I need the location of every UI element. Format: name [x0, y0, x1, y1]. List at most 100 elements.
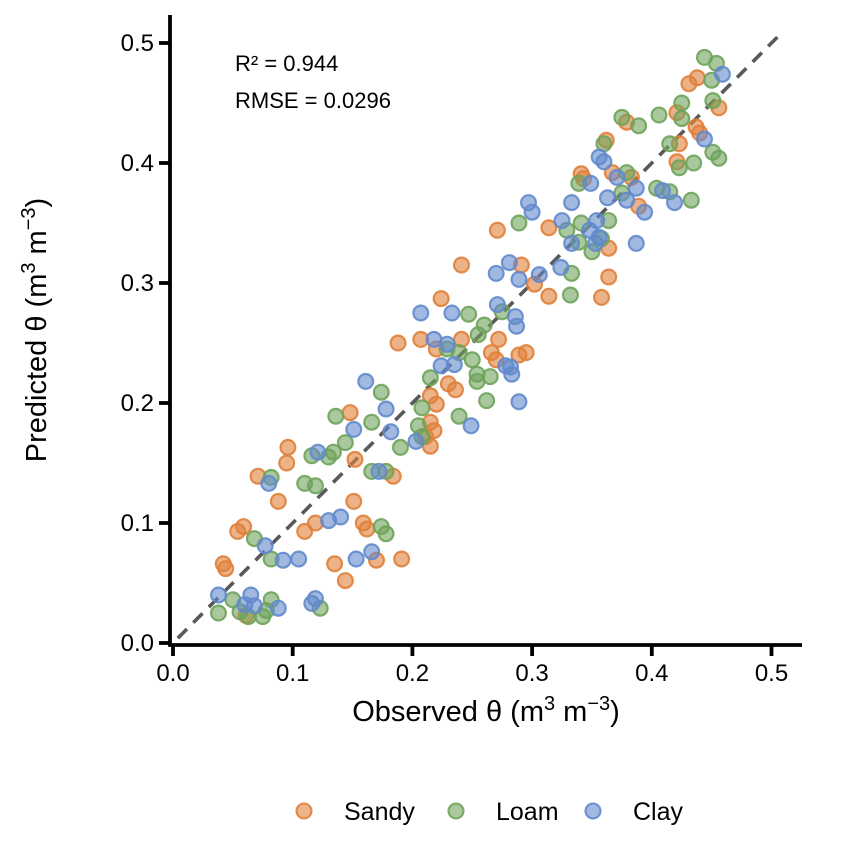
- x-tick-label: 0.4: [635, 660, 668, 687]
- data-point: [327, 407, 345, 425]
- x-tick-label: 0.2: [396, 660, 429, 687]
- data-point: [553, 212, 571, 230]
- data-point: [593, 288, 611, 306]
- data-point: [517, 344, 535, 362]
- data-point: [260, 474, 278, 492]
- x-axis-title: Observed θ (m3 m−3): [352, 693, 620, 728]
- data-point: [608, 168, 626, 186]
- data-point: [438, 335, 456, 353]
- data-point: [523, 203, 541, 221]
- legend: Sandy Loam Clay: [295, 798, 684, 826]
- data-point: [618, 191, 636, 209]
- data-point: [462, 417, 480, 435]
- x-tick-label: 0.1: [276, 660, 309, 687]
- data-point: [357, 372, 375, 390]
- data-point: [341, 404, 359, 422]
- data-point: [627, 234, 645, 252]
- data-point: [510, 214, 528, 232]
- data-point: [309, 443, 327, 461]
- data-point: [530, 266, 548, 284]
- legend-item-loam: Loam: [447, 798, 559, 826]
- stats-annotation: R² = 0.944: [235, 51, 338, 76]
- y-tick-label: 0.1: [121, 510, 154, 537]
- data-point: [245, 597, 263, 615]
- data-point: [278, 454, 296, 472]
- data-point: [595, 153, 613, 171]
- data-point: [370, 462, 388, 480]
- data-point: [563, 194, 581, 212]
- data-point: [563, 234, 581, 252]
- data-point: [510, 270, 528, 288]
- data-point: [508, 317, 526, 335]
- data-point: [590, 228, 608, 246]
- data-point: [391, 438, 409, 456]
- data-point: [279, 438, 297, 456]
- data-point: [627, 179, 645, 197]
- legend-item-sandy: Sandy: [295, 798, 415, 826]
- data-point: [413, 399, 431, 417]
- data-point: [463, 351, 481, 369]
- data-point: [685, 154, 703, 172]
- legend-label: Clay: [633, 798, 684, 826]
- data-point: [561, 286, 579, 304]
- data-point: [666, 194, 684, 212]
- data-point: [713, 65, 731, 83]
- data-point: [235, 518, 253, 536]
- data-point: [412, 304, 430, 322]
- data-point: [274, 551, 292, 569]
- y-tick-label: 0.5: [121, 30, 154, 57]
- legend-label: Loam: [496, 798, 559, 826]
- data-point: [600, 268, 618, 286]
- data-point: [389, 334, 407, 352]
- data-point: [345, 420, 363, 438]
- data-point: [290, 550, 308, 568]
- data-point: [695, 130, 713, 148]
- data-point: [326, 555, 344, 573]
- y-tick-label: 0.4: [121, 150, 154, 177]
- data-point: [363, 413, 381, 431]
- legend-marker: [584, 802, 602, 820]
- data-point: [613, 108, 631, 126]
- y-tick-label: 0.0: [121, 630, 154, 657]
- data-point: [382, 423, 400, 441]
- data-point: [217, 560, 235, 578]
- data-point: [358, 520, 376, 538]
- data-point: [445, 356, 463, 374]
- data-point: [377, 525, 395, 543]
- series-clay: [209, 65, 731, 617]
- data-point: [347, 550, 365, 568]
- data-point: [710, 149, 728, 167]
- data-point: [450, 407, 468, 425]
- data-point: [688, 69, 706, 87]
- data-point: [673, 94, 691, 112]
- data-point: [377, 400, 395, 418]
- data-point: [704, 92, 722, 110]
- x-tick-label: 0.3: [515, 660, 548, 687]
- legend-label: Sandy: [344, 798, 415, 826]
- data-point: [552, 258, 570, 276]
- data-point: [345, 492, 363, 510]
- data-point: [269, 599, 287, 617]
- data-point: [306, 477, 324, 495]
- legend-marker: [295, 802, 313, 820]
- data-point: [650, 106, 668, 124]
- data-point: [540, 219, 558, 237]
- data-point: [599, 189, 617, 207]
- data-point: [336, 572, 354, 590]
- data-point: [432, 290, 450, 308]
- data-point: [332, 508, 350, 526]
- data-point: [510, 393, 528, 411]
- data-point: [209, 604, 227, 622]
- data-point: [346, 450, 364, 468]
- x-tick-label: 0.0: [156, 660, 189, 687]
- data-point: [407, 432, 425, 450]
- axis-lines: [168, 15, 802, 647]
- data-point: [670, 159, 688, 177]
- data-point: [446, 381, 464, 399]
- data-point: [630, 117, 648, 135]
- data-point: [363, 543, 381, 561]
- legend-item-clay: Clay: [584, 798, 684, 826]
- data-point: [490, 330, 508, 348]
